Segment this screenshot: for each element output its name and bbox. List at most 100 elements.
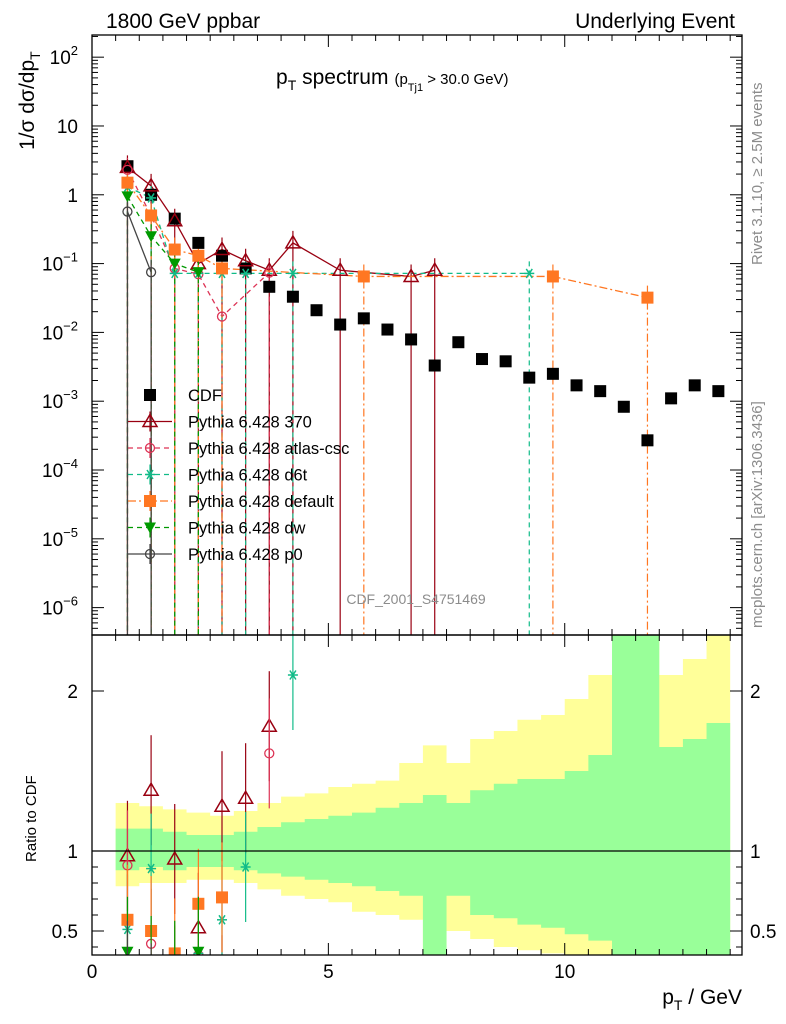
title-main: p xyxy=(276,66,288,89)
series-3-ratio-point xyxy=(240,862,251,872)
series-5-point xyxy=(168,258,181,270)
main-series-marks xyxy=(119,158,725,447)
x-axis-label: pT / GeV xyxy=(662,986,742,1013)
series-6-point xyxy=(145,267,157,278)
analysis-watermark: CDF_2001_S4751469 xyxy=(346,591,486,607)
title-main-sub: T xyxy=(288,77,297,93)
y-tick-label: 10−5 xyxy=(42,525,78,551)
series-3-ratio-point xyxy=(146,863,157,874)
title-cut-rest: > 30.0 GeV) xyxy=(423,71,508,88)
y-axis-label-ratio: Ratio to CDF xyxy=(23,775,40,862)
series-4-point xyxy=(641,291,654,304)
title-cut-open: (p xyxy=(394,71,407,88)
series-0-point xyxy=(405,333,418,346)
series-0-point xyxy=(665,392,678,405)
series-0-point xyxy=(310,304,323,317)
plot-title: pT spectrum (pTj1 > 30.0 GeV) xyxy=(276,66,509,94)
legend-marker xyxy=(145,469,155,480)
series-1-ratio-point xyxy=(142,781,160,796)
series-0-point xyxy=(688,379,701,392)
series-1-point xyxy=(166,212,184,227)
series-3-point xyxy=(524,268,535,279)
ylabel-main: 1/σ dσ/dp xyxy=(16,60,39,150)
y-tick-label: 10−4 xyxy=(42,456,78,482)
legend-marker xyxy=(144,442,156,454)
legend-label: Pythia 6.428 p0 xyxy=(188,546,303,564)
series-0-point xyxy=(263,280,276,293)
series-0-point xyxy=(168,212,181,225)
series-0-point xyxy=(617,400,630,413)
legend-label: Pythia 6.428 atlas-csc xyxy=(188,440,349,458)
series-3-point xyxy=(287,268,298,279)
series-5-point xyxy=(121,191,134,203)
series-0-point xyxy=(334,318,347,331)
series-2-line xyxy=(126,169,270,318)
ratio-band-inner xyxy=(115,635,731,955)
series-1-ratio-point xyxy=(166,850,184,865)
axes: 0 5 10 10−6 10−5 10−4 10−3 10−2 10−1 1 10 102 0.5 0.5… xyxy=(42,34,776,983)
series-4-point xyxy=(216,262,228,275)
series-2-ratio-point xyxy=(218,986,227,995)
series-5-ratio-point xyxy=(192,946,205,955)
xlabel: p xyxy=(662,986,674,1009)
series-2-ratio-point xyxy=(170,976,179,985)
ratio-y-tick-label: 1 xyxy=(67,842,78,863)
x-tick-label: 5 xyxy=(323,962,334,983)
series-1-point xyxy=(237,252,254,267)
ratio-frame xyxy=(91,634,743,956)
legend-entry: Pythia 6.428 p0 xyxy=(128,544,303,564)
legend-entry: Pythia 6.428 dw xyxy=(128,517,305,538)
series-1-point xyxy=(402,267,420,283)
series-3-line xyxy=(127,186,530,275)
series-0-point xyxy=(712,385,725,398)
svg-text:pT spectrum(pTj1 > 30.0 GeV): pT spectrum (pTj1 > 30.0 GeV) xyxy=(276,66,509,94)
series-1-point xyxy=(331,261,349,277)
series-0-point xyxy=(523,371,536,384)
legend-marker xyxy=(144,522,156,534)
series-1-ratio-point xyxy=(237,789,254,804)
legend-marker xyxy=(144,495,156,507)
ratio-y-tick-label-right: 0.5 xyxy=(750,922,776,943)
legend-marker xyxy=(141,413,159,428)
legend-label: Pythia 6.428 d6t xyxy=(188,467,308,485)
series-1-ratio-point xyxy=(333,44,347,56)
series-6-ratio-point xyxy=(147,994,156,1003)
series-0-point xyxy=(286,290,299,303)
y-tick-label: 10−1 xyxy=(42,250,78,276)
series-3-point xyxy=(146,193,157,203)
series-4-point xyxy=(121,176,134,189)
series-5-point xyxy=(145,231,158,243)
series-4-line xyxy=(126,182,648,299)
title-main-rest: spectrum xyxy=(296,66,388,89)
legend-entry: Pythia 6.428 d6t xyxy=(128,464,308,485)
series-2-point xyxy=(122,164,133,176)
series-1-point xyxy=(426,261,444,277)
series-4-point xyxy=(168,243,181,256)
legend-marker xyxy=(144,548,156,560)
legend-entry: Pythia 6.428 default xyxy=(128,491,334,511)
series-3-point xyxy=(169,268,180,279)
xlabel-rest: / GeV xyxy=(682,986,742,1009)
series-1-point xyxy=(284,234,302,249)
ratio-uncertainty-bands xyxy=(115,635,731,955)
svg-text:pT / GeV: pT / GeV xyxy=(662,986,742,1013)
series-0-point xyxy=(499,355,512,368)
series-1-ratio-point xyxy=(213,797,231,812)
legend-entry: Pythia 6.428 atlas-csc xyxy=(128,438,349,458)
series-5-line xyxy=(126,195,199,273)
legend-marker xyxy=(144,389,156,401)
ratio-series-marks xyxy=(119,44,347,1003)
series-marks xyxy=(119,44,725,1003)
series-0-point xyxy=(428,359,441,372)
ratio-y-tick-label: 0.5 xyxy=(52,922,78,943)
series-4-point xyxy=(145,209,158,222)
series-4-point xyxy=(357,270,370,283)
series-0-point xyxy=(594,385,607,398)
legend-entry: CDF xyxy=(144,387,222,405)
series-5-point xyxy=(192,267,205,279)
series-6-ratio-point xyxy=(123,971,132,980)
series-5-ratio-point xyxy=(169,971,181,982)
y-tick-label: 10−3 xyxy=(42,387,78,413)
series-0-point xyxy=(641,434,654,447)
